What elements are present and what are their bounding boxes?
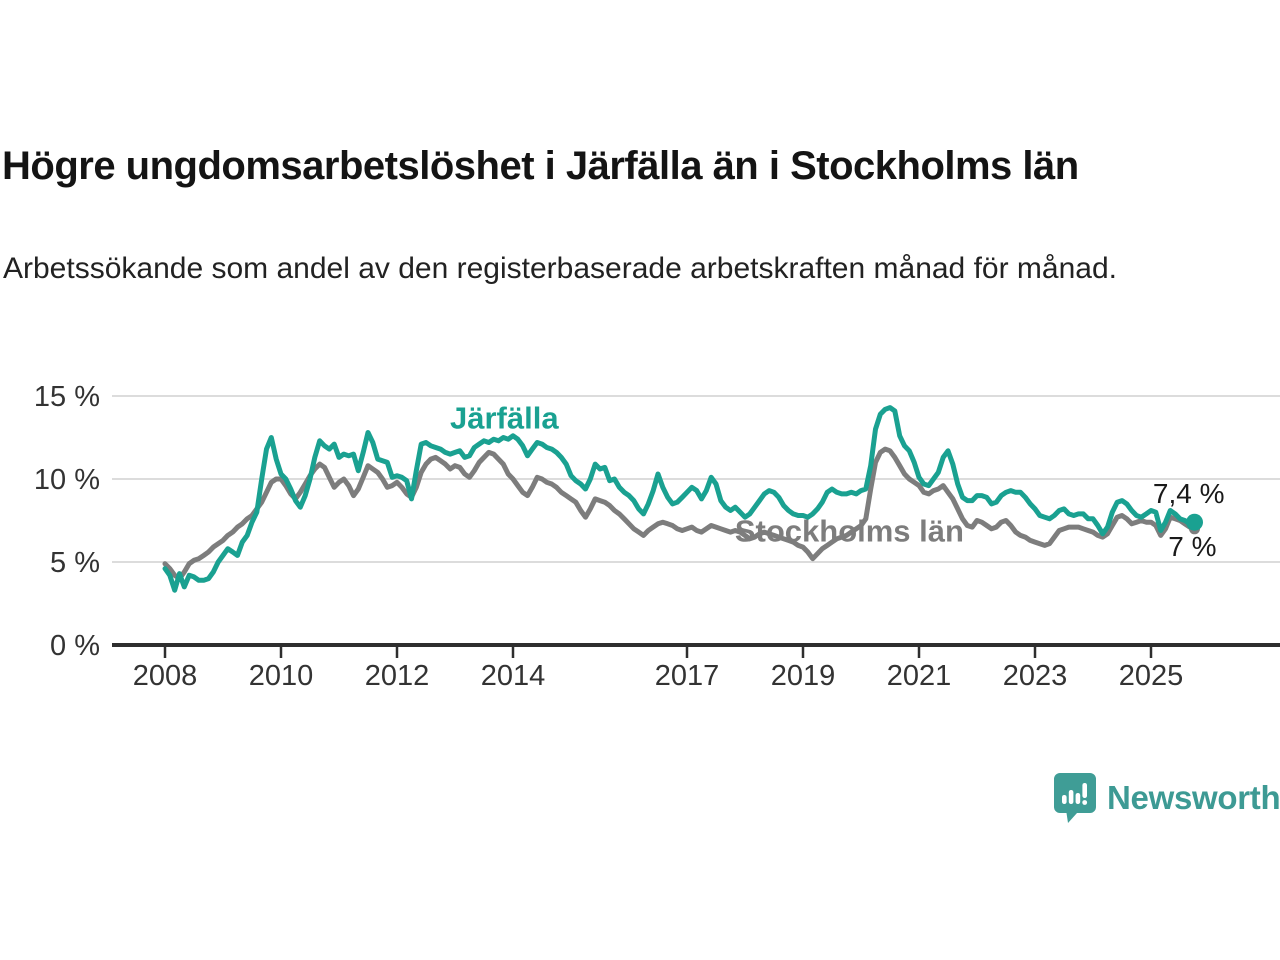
x-axis-label-2025: 2025 <box>1119 660 1184 692</box>
series-line-stockholms-l-n <box>162 446 1197 582</box>
series-end-dot-j-rf-lla <box>1186 513 1203 531</box>
logo-exclamation-dot <box>1082 800 1088 805</box>
brand-wordmark: Newsworthy <box>1107 779 1280 816</box>
x-axis-label-2017: 2017 <box>655 660 720 692</box>
x-axis-label-2019: 2019 <box>771 660 836 692</box>
series-label-stockholms-l-n: Stockholms län <box>735 514 964 549</box>
logo-bubble <box>1054 773 1096 823</box>
series-label-j-rf-lla: Järfälla <box>450 401 559 436</box>
x-axis-label-2008: 2008 <box>133 660 198 692</box>
logo-bar-2 <box>1068 790 1074 804</box>
page-title: Högre ungdomsarbetslöshet i Järfälla än … <box>2 144 1079 188</box>
logo-bar-3 <box>1075 793 1081 804</box>
series-end-value-stockholms-l-n: 7 % <box>1168 531 1216 562</box>
x-axis-label-2010: 2010 <box>249 660 314 692</box>
x-axis-label-2014: 2014 <box>481 660 546 692</box>
y-axis-label-0: 0 % <box>50 630 100 662</box>
series-line-j-rf-lla <box>162 405 1197 593</box>
y-axis-label-10: 10 % <box>34 464 100 496</box>
y-axis-label-15: 15 % <box>34 381 100 413</box>
page-subtitle: Arbetssökande som andel av den registerb… <box>3 252 1117 285</box>
newsworthy-logo-icon <box>1054 773 1096 823</box>
x-axis-label-2021: 2021 <box>887 660 952 692</box>
x-axis-label-2023: 2023 <box>1003 660 1068 692</box>
y-axis-label-5: 5 % <box>50 547 100 579</box>
x-axis-label-2012: 2012 <box>365 660 430 692</box>
series-end-value-j-rf-lla: 7,4 % <box>1153 478 1225 509</box>
brand-footer: Newsworthy <box>1053 772 1280 824</box>
logo-exclamation-bar <box>1082 783 1087 798</box>
logo-bar-1 <box>1062 795 1067 804</box>
